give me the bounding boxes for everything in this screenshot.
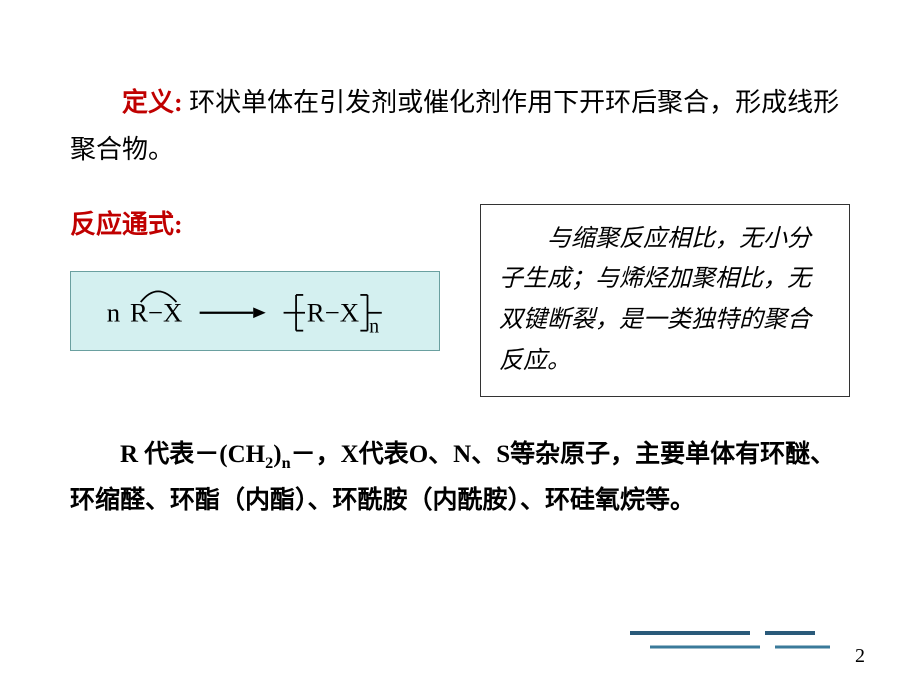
- formula-comparison-row: 反应通式: n R−X R−X n: [70, 204, 850, 397]
- reaction-formula-svg: n R−X R−X n: [91, 286, 419, 336]
- page-number: 2: [855, 645, 865, 668]
- formula-title: 反应通式:: [70, 204, 450, 241]
- formula-column: 反应通式: n R−X R−X n: [70, 204, 450, 351]
- definition-paragraph: 定义: 环状单体在引发剂或催化剂作用下开环后聚合，形成线形聚合物。: [70, 80, 850, 174]
- definition-label: 定义:: [122, 88, 183, 117]
- svg-text:R−X: R−X: [130, 297, 182, 327]
- svg-text:n: n: [369, 315, 379, 336]
- explanation-mid1: ): [273, 441, 281, 468]
- formula-box: n R−X R−X n: [70, 271, 440, 351]
- comparison-text: 与缩聚反应相比，无小分子生成；与烯烃加聚相比，无双键断裂，是一类独特的聚合反应。: [499, 226, 811, 374]
- explanation-sub2: n: [282, 454, 291, 472]
- definition-text: 环状单体在引发剂或催化剂作用下开环后聚合，形成线形聚合物。: [70, 88, 839, 164]
- svg-text:R−X: R−X: [307, 297, 359, 327]
- comparison-box: 与缩聚反应相比，无小分子生成；与烯烃加聚相比，无双键断裂，是一类独特的聚合反应。: [480, 204, 850, 397]
- explanation-prefix: R 代表－(CH: [120, 441, 265, 468]
- svg-text:n: n: [107, 297, 120, 327]
- footer-decoration: [630, 625, 840, 655]
- explanation-paragraph: R 代表－(CH2)n－，X代表O、N、S等杂原子，主要单体有环醚、环缩醛、环酯…: [70, 432, 850, 523]
